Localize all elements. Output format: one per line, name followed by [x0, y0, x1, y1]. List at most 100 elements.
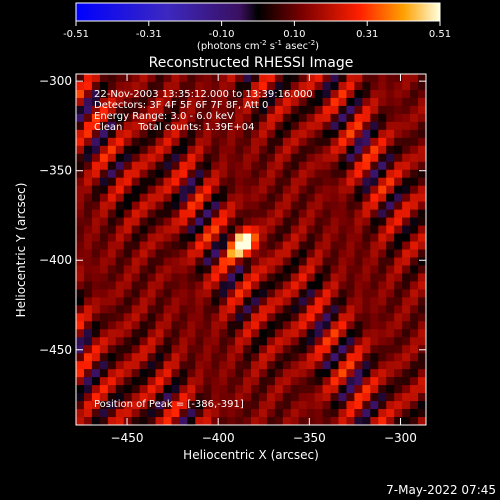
heatmap-pixel	[378, 241, 387, 250]
heatmap-pixel	[282, 289, 292, 298]
heatmap-pixel	[410, 177, 419, 187]
heatmap-pixel	[155, 353, 164, 362]
heatmap-pixel	[115, 401, 125, 410]
heatmap-pixel	[219, 409, 228, 418]
heatmap-pixel	[83, 241, 93, 250]
heatmap-pixel	[115, 281, 125, 290]
heatmap-pixel	[402, 185, 411, 195]
heatmap-pixel	[410, 161, 419, 171]
heatmap-pixel	[370, 361, 379, 370]
heatmap-pixel	[155, 345, 164, 354]
heatmap-pixel	[76, 321, 85, 330]
heatmap-pixel	[131, 201, 141, 211]
heatmap-pixel	[330, 409, 339, 418]
heatmap-pixel	[410, 241, 419, 250]
heatmap-pixel	[171, 329, 180, 338]
heatmap-pixel	[370, 81, 379, 91]
heatmap-pixel	[418, 393, 426, 402]
heatmap-pixel	[402, 249, 411, 258]
heatmap-pixel	[394, 249, 403, 258]
heatmap-pixel	[354, 89, 363, 99]
heatmap-pixel	[378, 305, 387, 314]
heatmap-pixel	[219, 281, 228, 290]
heatmap-pixel	[107, 377, 117, 386]
heatmap-pixel	[147, 385, 156, 394]
heatmap-pixel	[147, 369, 156, 378]
heatmap-pixel	[266, 217, 276, 226]
heatmap-pixel	[258, 121, 268, 131]
heatmap-pixel	[402, 321, 411, 330]
heatmap-pixel	[362, 233, 371, 242]
heatmap-pixel	[163, 257, 172, 266]
heatmap-pixel	[346, 417, 355, 425]
heatmap-pixel	[354, 321, 363, 330]
heatmap-pixel	[290, 105, 300, 115]
heatmap-pixel	[107, 113, 117, 123]
heatmap-pixel	[282, 401, 292, 410]
heatmap-pixel	[322, 273, 331, 282]
heatmap-pixel	[346, 385, 355, 394]
heatmap-pixel	[211, 257, 220, 266]
heatmap-pixel	[282, 393, 292, 402]
heatmap-pixel	[330, 209, 339, 218]
heatmap-pixel	[123, 97, 133, 107]
heatmap-pixel	[330, 217, 339, 226]
heatmap-pixel	[227, 345, 236, 354]
heatmap-pixel	[306, 321, 316, 330]
heatmap-pixel	[139, 313, 148, 322]
heatmap-pixel	[418, 329, 426, 338]
heatmap-pixel	[394, 209, 403, 218]
heatmap-pixel	[346, 377, 355, 386]
heatmap-pixel	[115, 185, 125, 195]
heatmap-pixel	[266, 209, 276, 218]
heatmap-pixel	[418, 417, 426, 425]
heatmap-pixel	[195, 97, 204, 107]
heatmap-pixel	[282, 385, 292, 394]
heatmap-pixel	[378, 105, 387, 115]
heatmap-pixel	[219, 393, 228, 402]
heatmap-pixel	[362, 249, 371, 258]
heatmap-pixel	[314, 273, 323, 282]
heatmap-pixel	[123, 289, 133, 298]
heatmap-pixel	[179, 281, 188, 290]
heatmap-pixel	[306, 353, 316, 362]
heatmap-pixel	[354, 113, 363, 123]
heatmap-pixel	[274, 217, 284, 226]
heatmap-pixel	[163, 305, 172, 314]
heatmap-pixel	[282, 209, 292, 218]
heatmap-pixel	[179, 313, 188, 322]
heatmap-pixel	[346, 89, 355, 99]
heatmap-pixel	[386, 225, 395, 234]
heatmap-pixel	[338, 161, 347, 171]
heatmap-pixel	[290, 241, 300, 250]
heatmap-pixel	[115, 289, 125, 298]
heatmap-pixel	[362, 273, 371, 282]
heatmap-pixel	[258, 161, 268, 171]
heatmap-pixel	[258, 345, 268, 354]
heatmap-pixel	[131, 81, 141, 91]
heatmap-pixel	[155, 337, 164, 346]
heatmap-pixel	[155, 105, 164, 115]
heatmap-pixel	[155, 145, 164, 155]
heatmap-pixel	[83, 74, 93, 83]
heatmap-pixel	[394, 417, 403, 425]
heatmap-pixel	[338, 193, 347, 203]
heatmap-pixel	[83, 393, 93, 402]
heatmap-pixel	[76, 193, 85, 203]
heatmap-pixel	[258, 233, 268, 242]
heatmap-pixel	[410, 297, 419, 306]
heatmap-pixel	[354, 145, 363, 155]
heatmap-pixel	[362, 153, 371, 163]
heatmap-pixel	[195, 169, 204, 179]
heatmap-pixel	[83, 177, 93, 187]
heatmap-pixel	[346, 321, 355, 330]
heatmap-pixel	[402, 153, 411, 163]
heatmap-pixel	[298, 289, 308, 298]
heatmap-pixel	[171, 313, 180, 322]
heatmap-pixel	[147, 74, 156, 83]
heatmap-pixel	[370, 137, 379, 147]
heatmap-pixel	[338, 249, 347, 258]
heatmap-pixel	[394, 305, 403, 314]
heatmap-pixel	[187, 297, 196, 306]
heatmap-pixel	[227, 409, 236, 418]
